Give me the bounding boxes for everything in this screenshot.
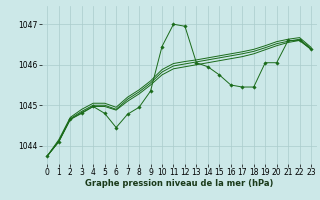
X-axis label: Graphe pression niveau de la mer (hPa): Graphe pression niveau de la mer (hPa) [85, 179, 273, 188]
